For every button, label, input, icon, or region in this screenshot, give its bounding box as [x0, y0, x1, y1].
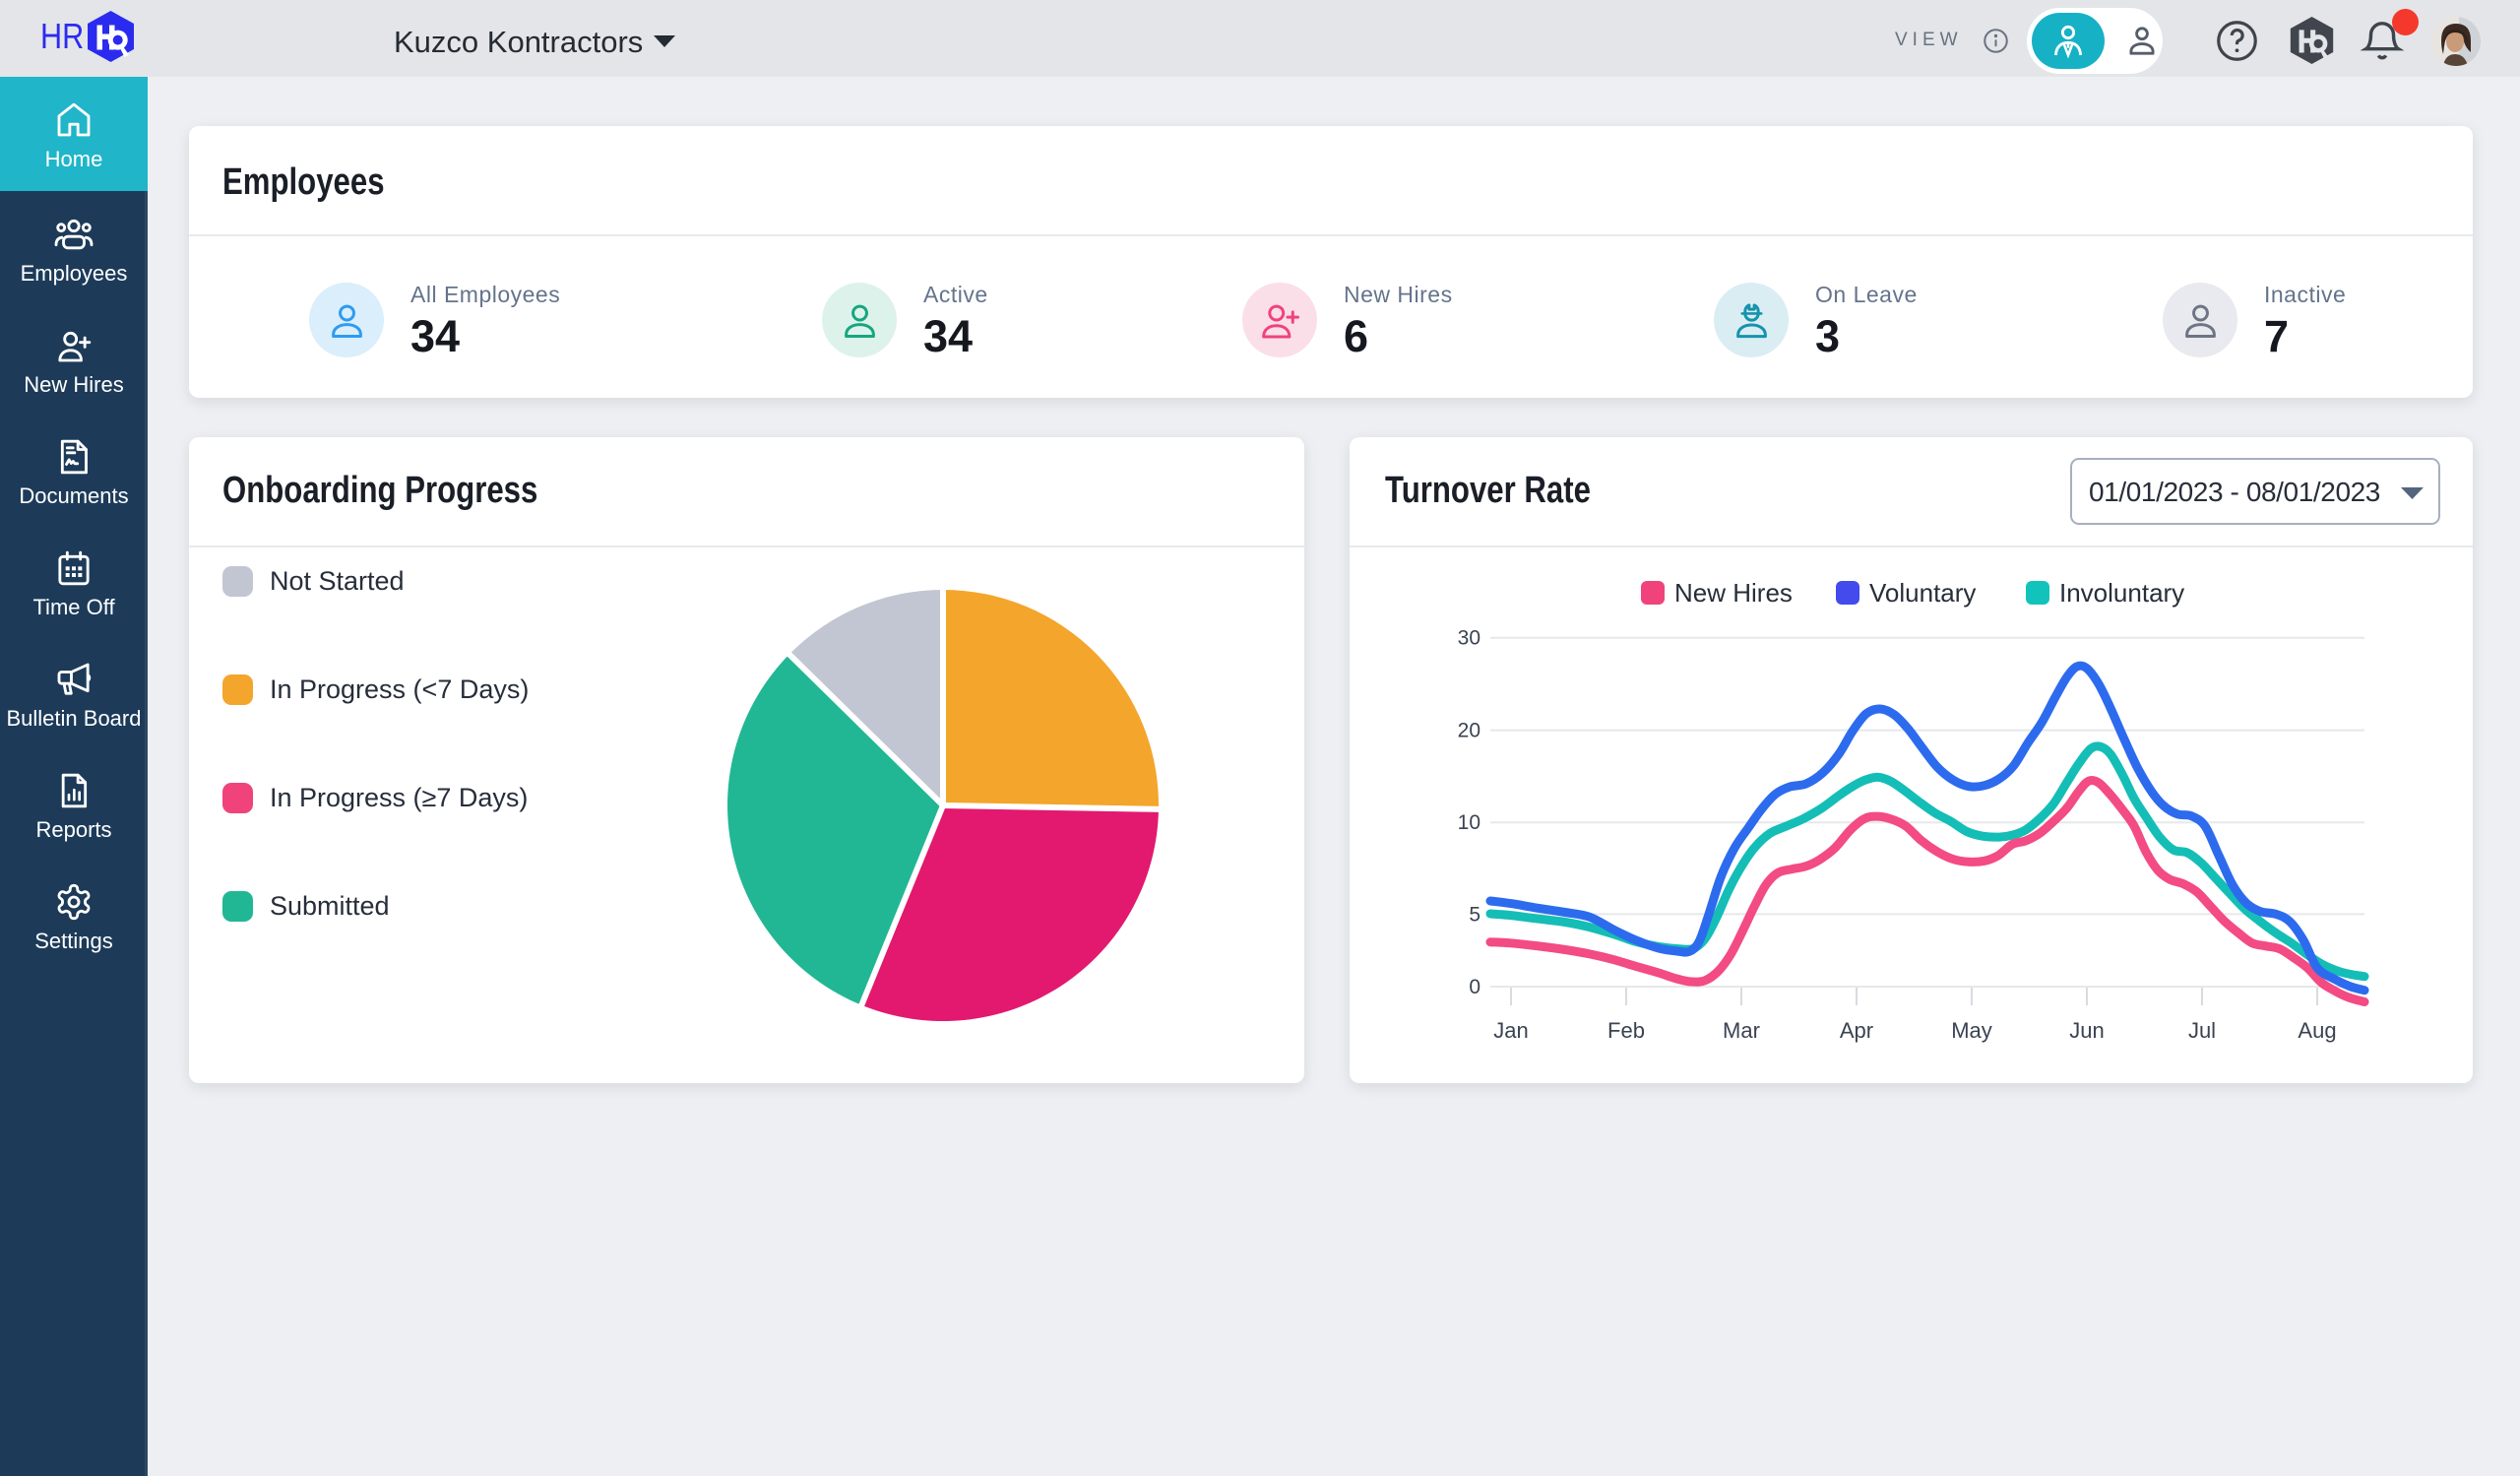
svg-text:Jul: Jul: [2188, 1018, 2216, 1043]
svg-text:5: 5: [1469, 903, 1480, 926]
svg-text:May: May: [1951, 1018, 1992, 1043]
svg-text:10: 10: [1458, 811, 1480, 834]
svg-text:Involuntary: Involuntary: [2059, 578, 2184, 608]
svg-text:30: 30: [1458, 627, 1480, 650]
svg-text:20: 20: [1458, 720, 1480, 742]
svg-text:Jan: Jan: [1493, 1018, 1528, 1043]
svg-text:Feb: Feb: [1607, 1018, 1645, 1043]
svg-text:Voluntary: Voluntary: [1869, 578, 1976, 608]
svg-text:Aug: Aug: [2298, 1018, 2336, 1043]
svg-text:New Hires: New Hires: [1674, 578, 1793, 608]
svg-text:0: 0: [1469, 976, 1480, 998]
svg-text:Apr: Apr: [1840, 1018, 1873, 1043]
svg-text:Jun: Jun: [2069, 1018, 2104, 1043]
svg-text:Mar: Mar: [1723, 1018, 1760, 1043]
